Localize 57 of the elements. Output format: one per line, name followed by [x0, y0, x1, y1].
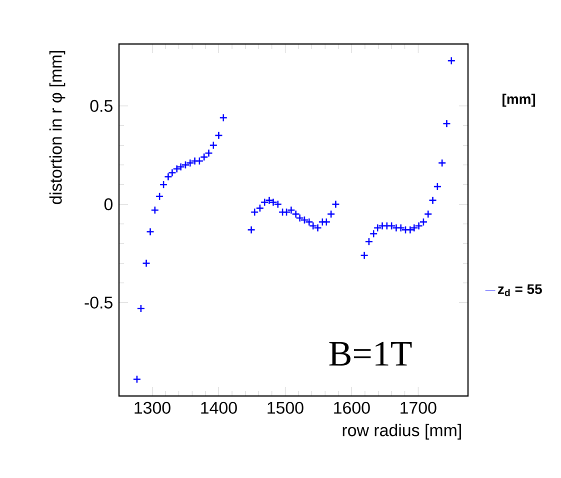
x-tick-label: 1700: [400, 402, 436, 414]
y-axis-title: distortion in r φ [mm]: [49, 51, 66, 204]
text: [mm]: [502, 94, 536, 107]
point: [424, 210, 432, 218]
point: [447, 56, 456, 65]
point: [265, 196, 274, 204]
point: [369, 230, 378, 238]
point: [146, 228, 154, 236]
point: [159, 180, 168, 189]
point: [410, 224, 418, 232]
point: [172, 164, 181, 174]
point: [419, 218, 428, 226]
point: [442, 119, 451, 128]
point: [360, 251, 368, 260]
point: [214, 131, 223, 140]
point: [186, 158, 194, 168]
x-tick-label: 1400: [201, 402, 237, 414]
point: [200, 152, 208, 162]
point: [155, 192, 164, 201]
point: [190, 156, 199, 166]
point: [378, 222, 386, 230]
point: [428, 196, 437, 204]
point: [132, 375, 142, 384]
point: [142, 259, 150, 268]
point: [433, 182, 442, 191]
point: [209, 141, 218, 150]
point: [219, 114, 228, 122]
annotation: B=1T: [329, 342, 412, 366]
point: [256, 204, 264, 212]
point: [150, 206, 160, 214]
point: [176, 162, 185, 172]
point: [326, 210, 336, 218]
point: [136, 304, 146, 313]
point: [438, 158, 446, 168]
point: [250, 208, 259, 216]
point: [247, 226, 256, 234]
y-tick-label: 0: [104, 198, 113, 210]
point: [204, 148, 213, 158]
y-tick-label: 0.5: [90, 100, 112, 112]
point: [195, 156, 204, 166]
x-axis-title: row radius [mm]: [342, 424, 461, 440]
point: [332, 200, 340, 208]
x-tick-label: 1600: [334, 402, 370, 414]
point: [322, 218, 331, 226]
point: [181, 160, 190, 170]
x-tick-label: 1300: [134, 402, 170, 414]
point: [373, 224, 382, 232]
point: [168, 168, 176, 177]
x-tick-label: 1500: [268, 402, 304, 414]
point: [282, 208, 291, 216]
point: [364, 237, 374, 246]
point: [414, 222, 423, 230]
legend-label: z$_{d}$ = 55: [498, 284, 542, 296]
point: [406, 226, 414, 234]
y-tick-label: -0.5: [84, 296, 112, 309]
point: [260, 198, 269, 206]
point: [164, 172, 172, 181]
